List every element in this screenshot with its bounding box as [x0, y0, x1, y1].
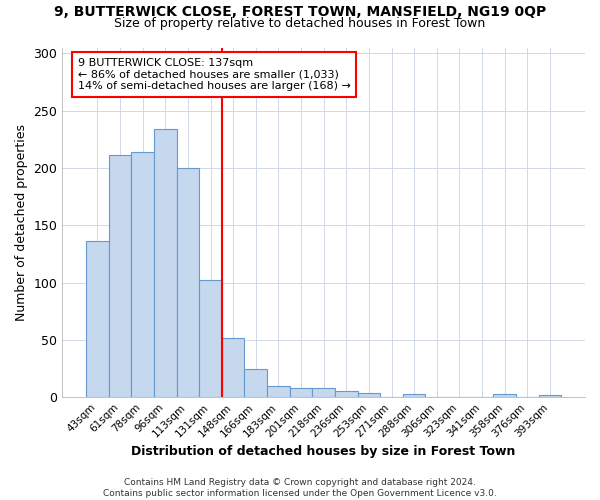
Bar [493, 394, 516, 397]
Bar [109, 156, 131, 397]
Text: Contains HM Land Registry data © Crown copyright and database right 2024.
Contai: Contains HM Land Registry data © Crown c… [103, 478, 497, 498]
Bar [335, 392, 358, 397]
Bar [290, 388, 313, 397]
Bar [199, 280, 222, 397]
Bar [539, 395, 561, 397]
Text: 9 BUTTERWICK CLOSE: 137sqm
← 86% of detached houses are smaller (1,033)
14% of s: 9 BUTTERWICK CLOSE: 137sqm ← 86% of deta… [78, 58, 351, 91]
Bar [131, 152, 154, 397]
Bar [222, 338, 244, 397]
Bar [176, 168, 199, 397]
Text: Size of property relative to detached houses in Forest Town: Size of property relative to detached ho… [115, 18, 485, 30]
Bar [313, 388, 335, 397]
Bar [154, 129, 176, 397]
Text: 9, BUTTERWICK CLOSE, FOREST TOWN, MANSFIELD, NG19 0QP: 9, BUTTERWICK CLOSE, FOREST TOWN, MANSFI… [54, 5, 546, 19]
Bar [267, 386, 290, 397]
Bar [403, 394, 425, 397]
Bar [358, 392, 380, 397]
Y-axis label: Number of detached properties: Number of detached properties [15, 124, 28, 321]
Bar [86, 242, 109, 397]
X-axis label: Distribution of detached houses by size in Forest Town: Distribution of detached houses by size … [131, 444, 516, 458]
Bar [244, 368, 267, 397]
